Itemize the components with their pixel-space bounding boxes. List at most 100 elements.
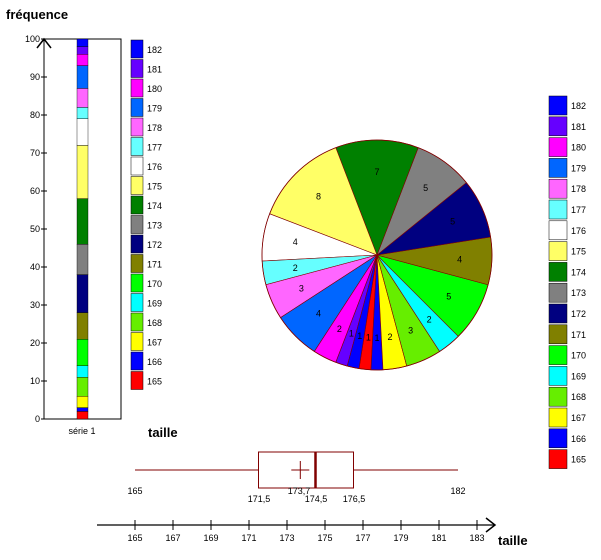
legend-left-swatch-176 bbox=[130, 156, 144, 176]
legend-left-label-178: 178 bbox=[147, 123, 162, 133]
bottom-axis-arrow bbox=[485, 517, 497, 533]
bar-y-tick-label-3: 30 bbox=[30, 300, 40, 310]
legend-right-label-165: 165 bbox=[571, 455, 586, 465]
legend-left-label-181: 181 bbox=[147, 65, 162, 75]
bar-segment-177 bbox=[76, 107, 89, 120]
pie-label-165: 1 bbox=[366, 332, 371, 342]
legend-right-label-167: 167 bbox=[571, 413, 586, 423]
legend-right-swatch-181 bbox=[548, 116, 568, 137]
legend-right-swatch-175 bbox=[548, 241, 568, 261]
box-max-label: 182 bbox=[450, 486, 465, 496]
pie-label-180: 2 bbox=[337, 324, 342, 334]
bar-segment-176 bbox=[76, 118, 89, 146]
boxplot bbox=[135, 451, 458, 489]
bar-y-tick-label-6: 60 bbox=[30, 186, 40, 196]
bar-segment-178 bbox=[76, 88, 89, 108]
pie-label-178: 3 bbox=[299, 284, 304, 294]
pie-label-168: 3 bbox=[408, 326, 413, 336]
pie-label-179: 4 bbox=[316, 309, 321, 319]
legend-right-label-168: 168 bbox=[571, 392, 586, 402]
bar-segment-170 bbox=[76, 339, 89, 367]
bottom-tick-label-8: 181 bbox=[431, 533, 446, 543]
legend-left-swatch-177 bbox=[130, 137, 144, 156]
legend-left-label-174: 174 bbox=[147, 201, 162, 211]
legend-right-label-178: 178 bbox=[571, 184, 586, 194]
legend-right-label-182: 182 bbox=[571, 101, 586, 111]
legend-left-swatch-175 bbox=[130, 176, 144, 195]
legend-left-label-179: 179 bbox=[147, 104, 162, 114]
legend-right-label-166: 166 bbox=[571, 434, 586, 444]
legend-right-label-181: 181 bbox=[571, 122, 586, 132]
bottom-tick-label-5: 175 bbox=[317, 533, 332, 543]
bottom-tick-label-6: 177 bbox=[355, 533, 370, 543]
legend-left-swatch-169 bbox=[130, 293, 144, 312]
legend-left-label-169: 169 bbox=[147, 299, 162, 309]
legend-left-swatch-167 bbox=[130, 332, 144, 351]
bar-y-tick-label-4: 40 bbox=[30, 262, 40, 272]
pie-label-171: 4 bbox=[457, 254, 462, 264]
pie-label-177: 2 bbox=[293, 263, 298, 273]
legend-right-swatch-170 bbox=[548, 345, 568, 365]
bar-segment-167 bbox=[76, 396, 89, 408]
box-mean-label: 173,7 bbox=[288, 486, 311, 496]
legend-right-label-171: 171 bbox=[571, 330, 586, 340]
bottom-tick-label-4: 173 bbox=[279, 533, 294, 543]
legend-left-label-171: 171 bbox=[147, 260, 162, 270]
legend-left-swatch-182 bbox=[130, 39, 144, 59]
legend-left: 182 181 180 179 178 177 176 175 174 173 172 171 170 1… bbox=[130, 39, 162, 390]
box-q1-label: 171,5 bbox=[248, 494, 271, 504]
legend-right-label-174: 174 bbox=[571, 267, 586, 277]
legend-right-label-176: 176 bbox=[571, 226, 586, 236]
bar-ylabel: fréquence bbox=[6, 7, 68, 22]
bar-segment-171 bbox=[76, 312, 89, 340]
legend-right: 182 181 180 179 178 177 176 175 174 173 172 171 170 1… bbox=[548, 95, 586, 469]
legend-left-label-182: 182 bbox=[147, 45, 162, 55]
legend-right-label-180: 180 bbox=[571, 143, 586, 153]
legend-right-swatch-180 bbox=[548, 137, 568, 157]
legend-right-label-170: 170 bbox=[571, 351, 586, 361]
pie-label-167: 2 bbox=[387, 332, 392, 342]
legend-left-label-165: 165 bbox=[147, 377, 162, 387]
bar-category-label: série 1 bbox=[68, 426, 95, 436]
legend-right-swatch-177 bbox=[548, 199, 568, 220]
bottom-tick-label-2: 169 bbox=[203, 533, 218, 543]
bar-segments bbox=[76, 38, 89, 420]
bar-y-tick-label-9: 90 bbox=[30, 72, 40, 82]
legend-right-swatch-167 bbox=[548, 407, 568, 428]
pie-label-166: 1 bbox=[374, 333, 379, 343]
legend-right-swatch-171 bbox=[548, 324, 568, 345]
box-q3-label: 176,5 bbox=[343, 494, 366, 504]
legend-left-swatch-173 bbox=[130, 215, 144, 234]
bar-segment-172 bbox=[76, 274, 89, 313]
legend-left-label-167: 167 bbox=[147, 338, 162, 348]
legend-right-label-179: 179 bbox=[571, 163, 586, 173]
pie-outline bbox=[261, 139, 493, 371]
legend-right-swatch-169 bbox=[548, 366, 568, 386]
pie-label-173: 5 bbox=[423, 183, 428, 193]
legend-right-label-177: 177 bbox=[571, 205, 586, 215]
legend-left-swatch-179 bbox=[130, 98, 144, 117]
legend-left-label-176: 176 bbox=[147, 162, 162, 172]
legend-right-swatch-165 bbox=[548, 449, 568, 469]
pie-label-169: 2 bbox=[427, 314, 432, 324]
bar-segment-169 bbox=[76, 365, 89, 378]
legend-right-swatch-178 bbox=[548, 178, 568, 199]
legend-left-swatch-166 bbox=[130, 351, 144, 371]
bar-segment-173 bbox=[76, 243, 89, 275]
legend-right-swatch-173 bbox=[548, 282, 568, 303]
legend-right-swatch-179 bbox=[548, 158, 568, 178]
bar-y-tick-label-8: 80 bbox=[30, 110, 40, 120]
bar-y-tick-label-1: 10 bbox=[30, 376, 40, 386]
bar-y-tick-label-7: 70 bbox=[30, 148, 40, 158]
pie-label-172: 5 bbox=[450, 216, 455, 226]
pie-label-175: 8 bbox=[316, 191, 321, 201]
pie-label-174: 7 bbox=[374, 167, 379, 177]
legend-left-swatch-178 bbox=[130, 117, 144, 137]
bar-y-tick-label-0: 0 bbox=[35, 414, 40, 424]
box-min-label: 165 bbox=[127, 486, 142, 496]
pie-label-176: 4 bbox=[293, 237, 298, 247]
bar-segment-179 bbox=[76, 65, 89, 89]
bottom-tick-label-1: 167 bbox=[165, 533, 180, 543]
legend-left-swatch-180 bbox=[130, 78, 144, 98]
